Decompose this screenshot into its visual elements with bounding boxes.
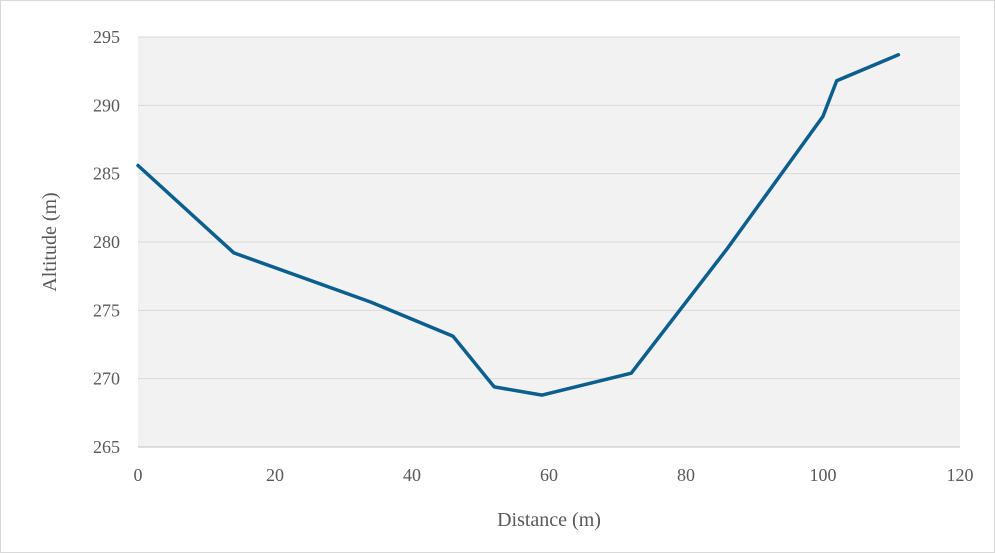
x-tick-label: 60	[540, 465, 558, 485]
x-tick-label: 120	[947, 465, 974, 485]
x-axis-title: Distance (m)	[497, 509, 601, 531]
x-tick-label: 40	[403, 465, 421, 485]
y-tick-label: 265	[93, 437, 120, 457]
y-tick-label: 290	[93, 95, 120, 115]
y-tick-label: 280	[93, 232, 120, 252]
x-tick-label: 0	[134, 465, 143, 485]
y-tick-label: 270	[93, 369, 120, 389]
x-axis-ticks: 0 20 40 60 80 100 120	[134, 465, 974, 485]
y-tick-label: 295	[93, 27, 120, 47]
series-line	[136, 53, 901, 397]
gridlines	[138, 36, 960, 380]
x-tick-label: 80	[677, 465, 695, 485]
y-tick-label: 285	[93, 164, 120, 184]
y-axis-ticks: 265 270 275 280 285 290 295	[93, 27, 120, 457]
y-axis-title: Altitude (m)	[39, 192, 61, 291]
x-tick-label: 20	[266, 465, 284, 485]
y-tick-label: 275	[93, 300, 120, 320]
x-tick-label: 100	[810, 465, 837, 485]
